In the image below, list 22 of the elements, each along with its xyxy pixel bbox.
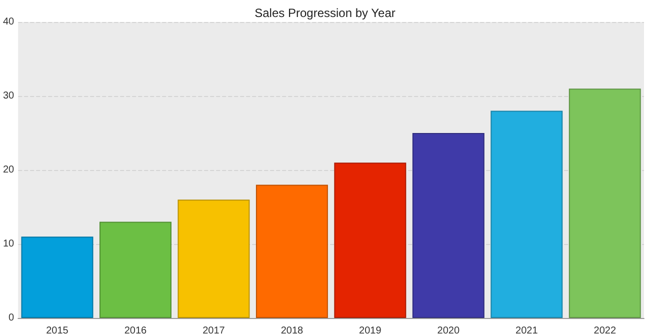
x-tick-label: 2017 — [202, 326, 226, 336]
y-tick-label: 30 — [3, 90, 15, 102]
x-tick-label: 2019 — [359, 326, 382, 336]
x-tick-label: 2016 — [124, 326, 148, 336]
bar — [99, 222, 172, 318]
bar — [568, 88, 641, 318]
bar — [412, 133, 484, 318]
x-tick-label: 2018 — [280, 326, 304, 336]
bar — [256, 184, 328, 318]
y-tick-label: 20 — [3, 164, 15, 176]
chart-title: Sales Progression by Year — [254, 6, 396, 20]
y-tick-label: 40 — [3, 16, 15, 28]
x-tick-label: 2020 — [437, 326, 460, 336]
x-tick-label: 2021 — [516, 326, 538, 336]
bar — [178, 200, 250, 318]
x-tick-label: 2015 — [46, 326, 69, 336]
bar — [334, 162, 406, 318]
bar — [21, 236, 94, 318]
y-tick-label: 0 — [8, 312, 15, 324]
x-tick-label: 2022 — [594, 326, 616, 336]
bar — [490, 110, 563, 318]
y-tick-label: 10 — [3, 238, 15, 250]
